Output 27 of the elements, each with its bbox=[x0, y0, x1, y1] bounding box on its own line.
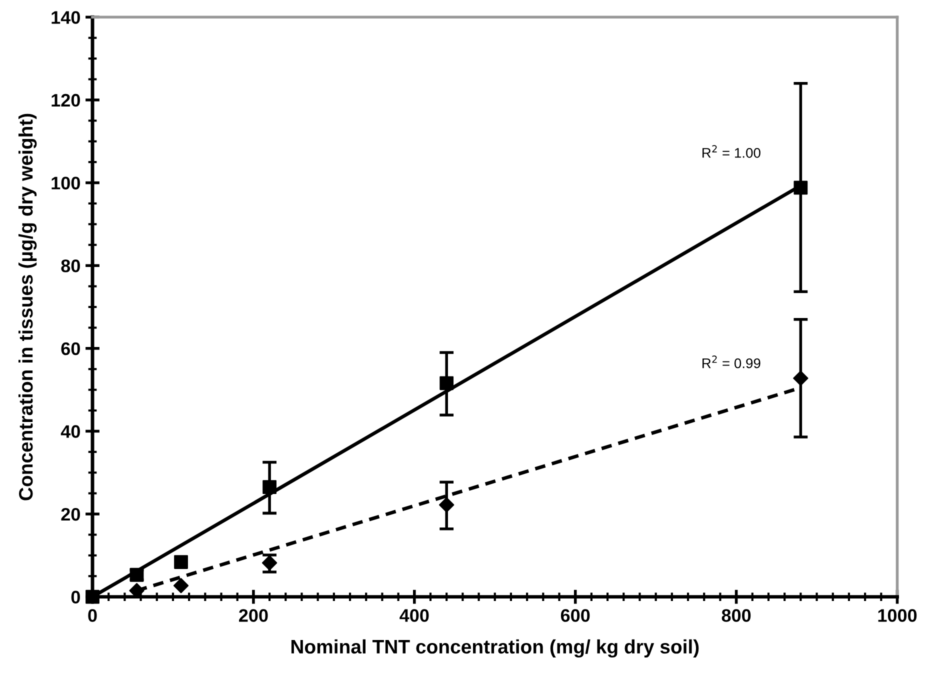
x-tick-label: 800 bbox=[722, 609, 751, 622]
x-tick-label: 1000 bbox=[878, 609, 917, 622]
annotation: R$^{2}$ = 0.99 bbox=[702, 356, 760, 368]
y-tick-label: 60 bbox=[61, 342, 80, 356]
x-tick-label: 600 bbox=[560, 609, 590, 622]
point bbox=[439, 497, 454, 512]
point bbox=[262, 555, 278, 570]
y-tick-label: 80 bbox=[61, 260, 80, 272]
y-tick-label: 0 bbox=[71, 590, 80, 604]
point bbox=[793, 370, 808, 386]
point bbox=[440, 376, 454, 390]
point bbox=[262, 480, 276, 494]
y-tick-label: 120 bbox=[52, 94, 80, 107]
x-tick-label: 400 bbox=[400, 609, 429, 622]
y-tick-label: 100 bbox=[52, 176, 80, 190]
point bbox=[794, 180, 808, 195]
point bbox=[130, 568, 144, 582]
x-axis-title: Nominal TNT concentration (mg/ kg dry soil) bbox=[291, 639, 699, 658]
x-tick-label: 0 bbox=[88, 609, 97, 622]
point bbox=[173, 578, 189, 594]
x-tick-label: 200 bbox=[239, 609, 268, 622]
y-tick-label: 40 bbox=[60, 425, 80, 438]
point bbox=[174, 555, 188, 569]
y-tick-label: 20 bbox=[61, 508, 80, 521]
annotation: R$^{2}$ = 1.00 bbox=[702, 145, 760, 158]
y-axis-title: Concentration in tissues (µg/g dry weight) bbox=[18, 114, 37, 500]
y-tick-label: 140 bbox=[52, 11, 80, 24]
